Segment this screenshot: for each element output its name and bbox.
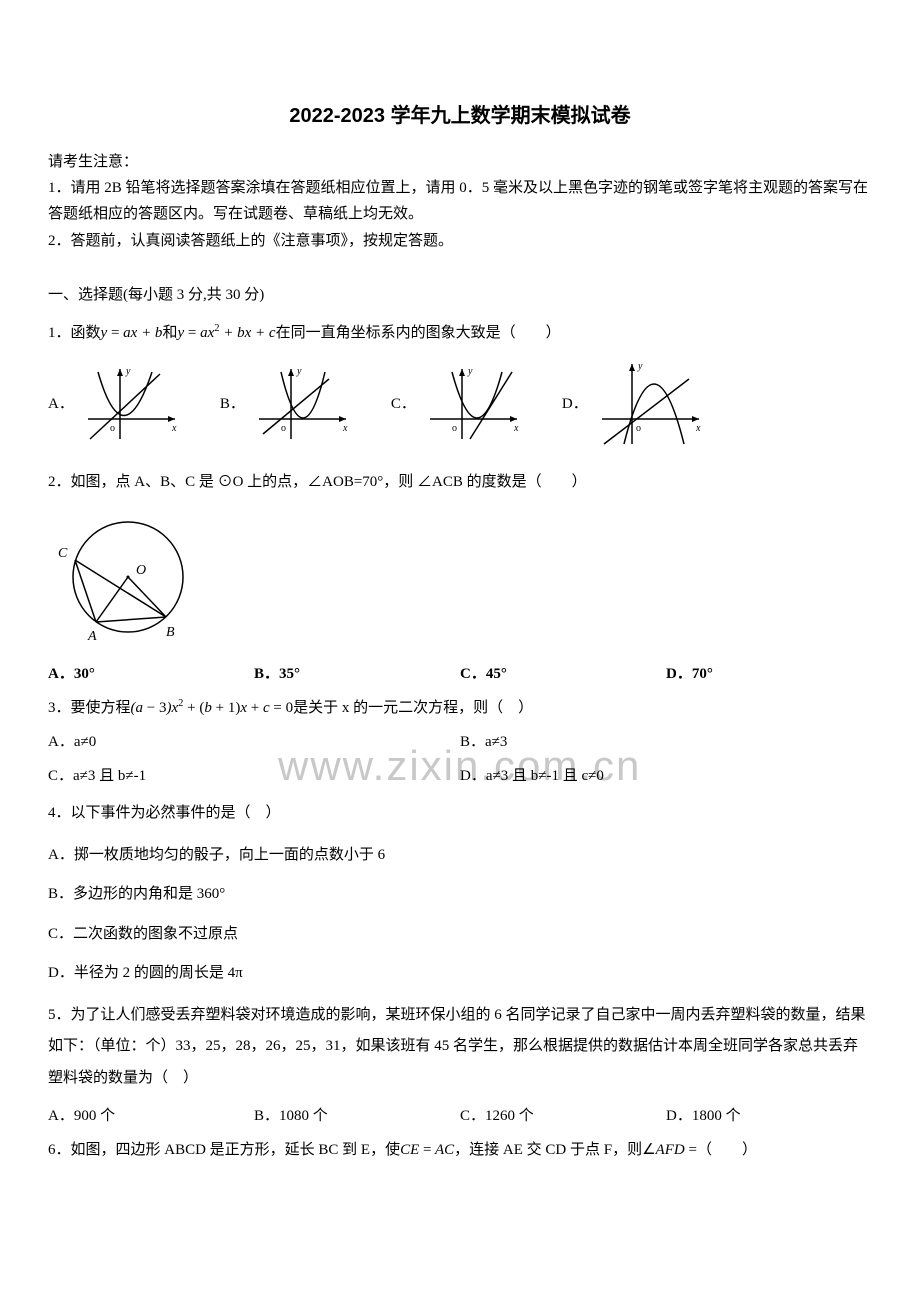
q3-option-b: B．a≠3	[460, 730, 872, 754]
question-1: 1．函数 y = ax + b 和 y = ax2 + bx + c 在同一直角…	[48, 321, 872, 345]
svg-text:y: y	[296, 366, 302, 377]
svg-text:A: A	[87, 629, 97, 644]
q6-expr1: CE = AC	[400, 1138, 454, 1162]
svg-text:o: o	[636, 423, 641, 434]
svg-text:x: x	[171, 423, 177, 434]
svg-text:y: y	[125, 366, 131, 377]
q4-option-b: B．多边形的内角和是 360°	[48, 879, 872, 911]
q1-mid: 和	[162, 321, 177, 345]
q3-stem-pre: 3．要使方程	[48, 696, 131, 720]
q3-options-row2: C．a≠3 且 b≠-1 D．a≠3 且 b≠-1 且 c≠0	[48, 764, 872, 788]
svg-text:y: y	[637, 361, 643, 372]
svg-text:C: C	[58, 546, 68, 561]
graph-icon-d: x y o	[594, 359, 704, 449]
graph-icon-b: x y o	[251, 364, 351, 444]
svg-text:o: o	[110, 423, 115, 434]
q1-label-c: C．	[391, 392, 416, 416]
q2-figure: O A B C	[48, 512, 872, 652]
svg-text:O: O	[136, 563, 146, 578]
q2-option-c: C．45°	[460, 662, 666, 686]
notice-line-1: 1．请用 2B 铅笔将选择题答案涂填在答题纸相应位置上，请用 0．5 毫米及以上…	[48, 176, 872, 227]
q1-options: A． x y o B．	[48, 359, 872, 449]
svg-text:x: x	[695, 423, 701, 434]
svg-text:o: o	[281, 423, 286, 434]
q1-expr2: y = ax2 + bx + c	[177, 321, 275, 345]
question-5-stem: 5．为了让人们感受丢弃塑料袋对环境造成的影响，某班环保小组的 6 名同学记录了自…	[48, 1000, 872, 1095]
question-6: 6．如图，四边形 ABCD 是正方形，延长 BC 到 E，使 CE = AC ，…	[48, 1138, 872, 1162]
q1-label-a: A．	[48, 392, 74, 416]
q6-stem-pre: 6．如图，四边形 ABCD 是正方形，延长 BC 到 E，使	[48, 1138, 400, 1162]
graph-icon-a: x y o	[80, 364, 180, 444]
q2-option-a: A．30°	[48, 662, 254, 686]
q2-options: A．30° B．35° C．45° D．70°	[48, 662, 872, 686]
question-3: 3．要使方程 (a − 3)x2 + (b + 1)x + c = 0 是关于 …	[48, 696, 872, 720]
q1-label-d: D．	[562, 392, 588, 416]
svg-text:y: y	[467, 366, 473, 377]
question-2-stem: 2．如图，点 A、B、C 是 ⊙O 上的点，∠AOB=70°，则 ∠ACB 的度…	[48, 467, 872, 499]
q1-option-a: A． x y o	[48, 364, 180, 444]
page-title: 2022-2023 学年九上数学期末模拟试卷	[48, 100, 872, 132]
circle-diagram-icon: O A B C	[48, 512, 208, 652]
q5-options: A．900 个 B．1080 个 C．1260 个 D．1800 个	[48, 1104, 872, 1128]
q2-option-b: B．35°	[254, 662, 460, 686]
q4-option-c: C．二次函数的图象不过原点	[48, 919, 872, 951]
q6-stem-post: （ ）	[697, 1138, 757, 1162]
q4-option-d: D．半径为 2 的圆的周长是 4π	[48, 958, 872, 990]
section-heading: 一、选择题(每小题 3 分,共 30 分)	[48, 283, 872, 307]
q6-stem-mid: ，连接 AE 交 CD 于点 F，则	[454, 1138, 642, 1162]
q3-stem-post: 是关于 x 的一元二次方程，则（ ）	[293, 696, 533, 720]
q1-expr1: y = ax + b	[101, 321, 163, 345]
q1-option-c: C． x y o	[391, 364, 522, 444]
q5-option-a: A．900 个	[48, 1104, 254, 1128]
q4-option-a: A．掷一枚质地均匀的骰子，向上一面的点数小于 6	[48, 840, 872, 872]
graph-icon-c: x y o	[422, 364, 522, 444]
q3-option-a: A．a≠0	[48, 730, 460, 754]
q2-option-d: D．70°	[666, 662, 872, 686]
q3-option-d: D．a≠3 且 b≠-1 且 c≠0	[460, 764, 872, 788]
q1-label-b: B．	[220, 392, 245, 416]
svg-text:o: o	[452, 423, 457, 434]
q1-option-b: B． x y o	[220, 364, 351, 444]
svg-text:x: x	[513, 423, 519, 434]
q3-expr: (a − 3)x2 + (b + 1)x + c = 0	[131, 696, 294, 720]
q1-option-d: D． x y o	[562, 359, 704, 449]
question-4-stem: 4．以下事件为必然事件的是（ ）	[48, 798, 872, 830]
q1-stem-post: 在同一直角坐标系内的图象大致是（ ）	[276, 321, 561, 345]
q6-expr2: ∠AFD =	[642, 1138, 697, 1162]
q3-option-c: C．a≠3 且 b≠-1	[48, 764, 460, 788]
q3-options-row1: A．a≠0 B．a≠3	[48, 730, 872, 754]
q1-stem-pre: 1．函数	[48, 321, 101, 345]
svg-text:B: B	[166, 625, 175, 640]
q5-option-c: C．1260 个	[460, 1104, 666, 1128]
q5-option-d: D．1800 个	[666, 1104, 872, 1128]
notice-heading: 请考生注意：	[48, 150, 872, 174]
q5-option-b: B．1080 个	[254, 1104, 460, 1128]
svg-text:x: x	[342, 423, 348, 434]
notice-line-2: 2．答题前，认真阅读答题纸上的《注意事项》，按规定答题。	[48, 229, 872, 255]
